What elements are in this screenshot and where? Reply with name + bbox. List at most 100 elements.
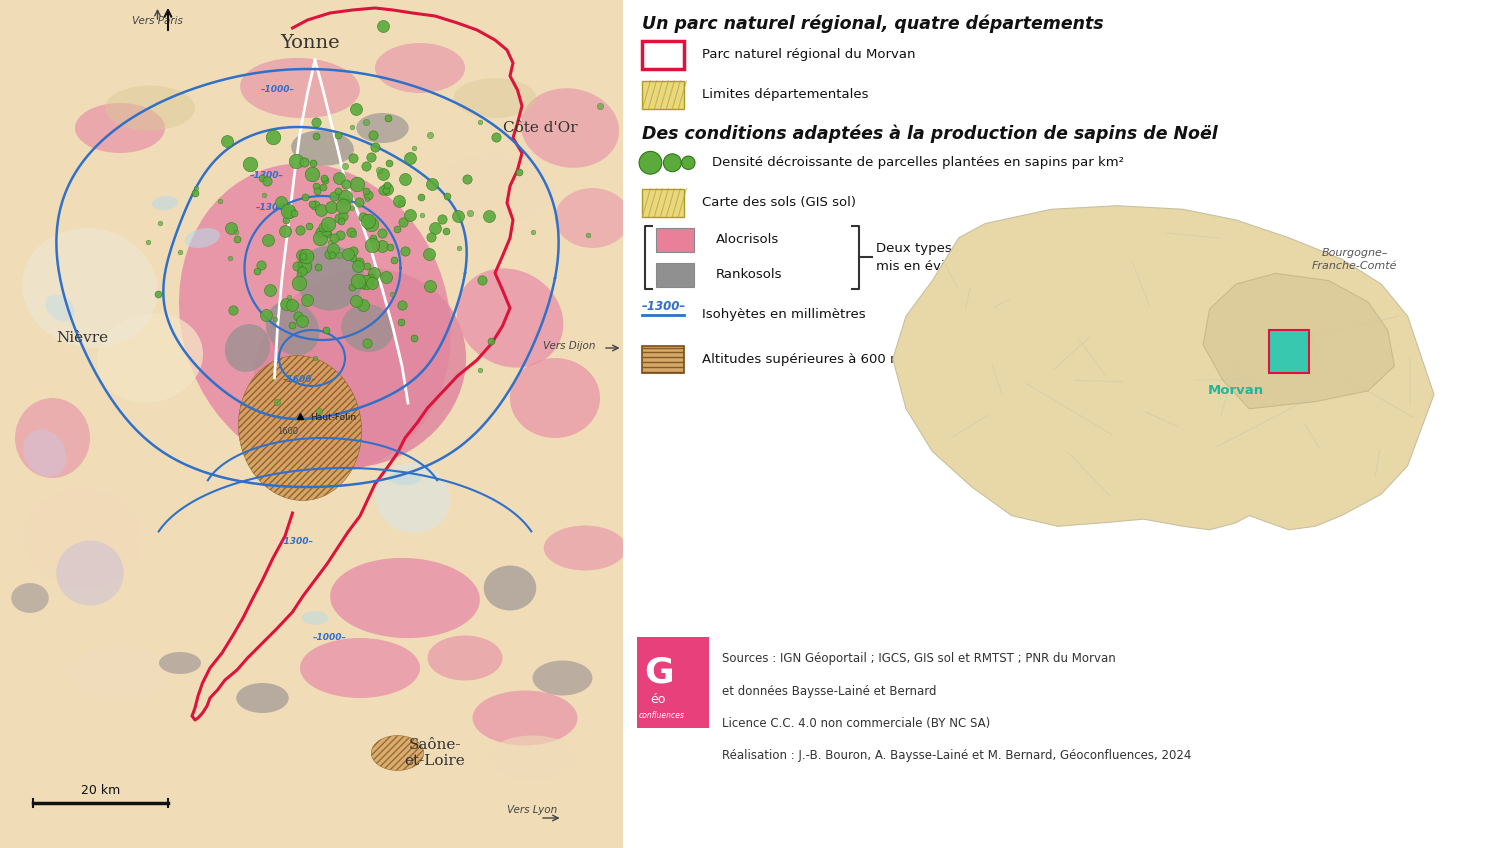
Point — [454, 173, 478, 187]
Point — [520, 226, 544, 239]
Ellipse shape — [488, 735, 578, 780]
Point — [470, 273, 494, 287]
Point — [285, 259, 309, 273]
Point — [290, 248, 314, 262]
Point — [314, 323, 338, 337]
Text: –1600–: –1600– — [284, 376, 316, 384]
Point — [278, 291, 302, 304]
Polygon shape — [892, 206, 1434, 530]
Point — [390, 315, 414, 328]
Ellipse shape — [520, 88, 620, 168]
Point — [262, 312, 286, 326]
Point — [588, 99, 612, 113]
Ellipse shape — [456, 268, 564, 368]
Point — [423, 221, 447, 235]
Point — [292, 155, 316, 169]
Point — [351, 278, 375, 292]
Point — [459, 206, 483, 220]
Point — [340, 244, 364, 258]
Point — [244, 265, 268, 278]
Point — [419, 279, 442, 293]
Point — [309, 203, 333, 216]
Point — [321, 189, 345, 203]
Text: N: N — [164, 0, 172, 1]
Point — [327, 170, 351, 184]
Point — [318, 235, 342, 248]
Text: –1000–: –1000– — [314, 633, 346, 643]
Text: Licence C.C. 4.0 non commerciale (BY NC SA): Licence C.C. 4.0 non commerciale (BY NC … — [722, 717, 990, 729]
Point — [290, 315, 314, 328]
Point — [357, 216, 381, 230]
Point — [327, 248, 351, 261]
Point — [340, 228, 364, 242]
Text: –1300–: –1300– — [256, 204, 290, 213]
Point — [273, 224, 297, 237]
Point — [332, 209, 356, 222]
Point — [419, 129, 442, 142]
Point — [375, 182, 399, 196]
Point — [274, 214, 298, 227]
Point — [300, 156, 324, 170]
Text: Réalisation : J.-B. Bouron, A. Baysse-Lainé et M. Bernard, Géoconfluences, 2024: Réalisation : J.-B. Bouron, A. Baysse-La… — [722, 749, 1191, 762]
Point — [168, 246, 192, 259]
Ellipse shape — [45, 294, 75, 321]
Point — [308, 404, 332, 417]
Point — [354, 276, 378, 289]
Text: Carte des sols (GIS sol): Carte des sols (GIS sol) — [702, 196, 856, 209]
Point — [378, 157, 402, 170]
Point — [346, 274, 370, 287]
Ellipse shape — [297, 246, 364, 310]
Point — [340, 281, 364, 294]
Ellipse shape — [510, 358, 600, 438]
Point — [430, 213, 454, 226]
Point — [468, 115, 492, 129]
Point — [378, 240, 402, 254]
Point — [351, 210, 375, 224]
Point — [214, 134, 238, 148]
Point — [136, 236, 160, 249]
Text: et données Baysse-Lainé et Bernard: et données Baysse-Lainé et Bernard — [722, 684, 936, 698]
Ellipse shape — [240, 58, 360, 118]
Point — [288, 223, 312, 237]
Point — [320, 201, 344, 215]
Point — [268, 195, 292, 209]
Point — [321, 248, 345, 262]
Point — [382, 254, 406, 267]
Ellipse shape — [291, 131, 354, 165]
Point — [292, 259, 316, 272]
Text: Morvan: Morvan — [1208, 384, 1264, 398]
Ellipse shape — [375, 463, 450, 533]
Point — [435, 189, 459, 203]
Point — [332, 199, 356, 213]
Point — [249, 258, 273, 271]
Text: 20 km: 20 km — [81, 784, 120, 797]
Point — [356, 192, 380, 206]
Text: –1300–: –1300– — [251, 171, 284, 181]
Ellipse shape — [340, 304, 394, 352]
Point — [312, 220, 336, 233]
Point — [308, 225, 332, 238]
Point — [372, 20, 396, 33]
Text: Rankosols: Rankosols — [716, 268, 783, 281]
Point — [447, 242, 471, 255]
Polygon shape — [1269, 331, 1308, 373]
Point — [321, 243, 345, 256]
Text: Vers Lyon: Vers Lyon — [507, 805, 558, 815]
Point — [354, 114, 378, 128]
Ellipse shape — [555, 188, 630, 248]
Point — [327, 128, 351, 142]
Point — [417, 248, 441, 261]
Point — [300, 198, 324, 211]
Point — [315, 226, 339, 240]
FancyBboxPatch shape — [642, 81, 684, 109]
Point — [420, 177, 444, 191]
Point — [290, 265, 314, 278]
Point — [447, 209, 471, 222]
Point — [336, 247, 360, 260]
Text: Altitudes supérieures à 600 mètres: Altitudes supérieures à 600 mètres — [702, 353, 938, 366]
Point — [356, 259, 380, 273]
Text: Yonne: Yonne — [280, 34, 340, 52]
Point — [255, 174, 279, 187]
Circle shape — [639, 152, 662, 174]
Ellipse shape — [483, 566, 537, 611]
